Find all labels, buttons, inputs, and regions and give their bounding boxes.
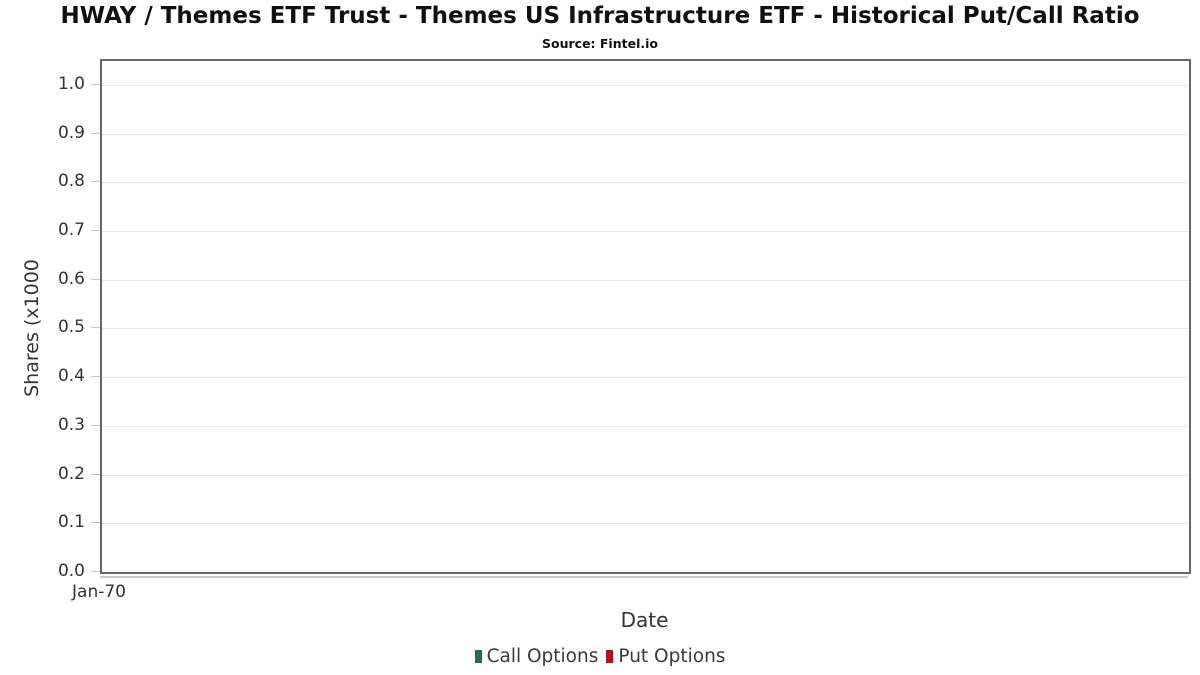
x-axis-label: Date <box>620 608 669 632</box>
y-tick-label-0.0: 0.0 <box>57 561 85 581</box>
gridline-0.3 <box>102 425 1189 427</box>
y-tick-label-0.3: 0.3 <box>57 415 85 435</box>
y-tick-label-1.0: 1.0 <box>57 74 85 94</box>
gridline-0.7 <box>102 230 1189 232</box>
y-tick-label-0.6: 0.6 <box>57 269 85 289</box>
legend-item-call-options: Call Options <box>474 646 599 667</box>
legend-swatch-icon <box>474 650 482 663</box>
y-tick-mark-0.1 <box>91 522 100 523</box>
gridline-0.8 <box>102 182 1189 184</box>
legend-label: Put Options <box>618 646 726 667</box>
legend-label: Call Options <box>486 646 599 667</box>
y-tick-mark-0.5 <box>91 327 100 328</box>
legend: Call Options Put Options <box>0 646 1200 667</box>
gridline-0.9 <box>102 133 1189 135</box>
y-tick-label-0.8: 0.8 <box>57 171 85 191</box>
chart-title: HWAY / Themes ETF Trust - Themes US Infr… <box>60 3 1140 29</box>
gridline-0.1 <box>102 523 1189 525</box>
y-tick-label-0.7: 0.7 <box>57 220 85 240</box>
y-tick-mark-0.3 <box>91 425 100 426</box>
y-tick-mark-0.9 <box>91 133 100 134</box>
chart-subtitle: Source: Fintel.io <box>542 36 658 51</box>
gridline-0.5 <box>102 328 1189 330</box>
y-tick-mark-0.8 <box>91 181 100 182</box>
y-tick-mark-0.0 <box>91 571 100 572</box>
x-axis-line <box>100 576 1188 578</box>
legend-item-put-options: Put Options <box>606 646 725 667</box>
gridline-0.2 <box>102 474 1189 476</box>
legend-swatch-icon <box>606 650 614 663</box>
gridline-0.4 <box>102 377 1189 379</box>
y-tick-mark-0.4 <box>91 376 100 377</box>
y-tick-label-0.4: 0.4 <box>57 366 85 386</box>
plot-area <box>100 59 1191 574</box>
y-tick-label-0.2: 0.2 <box>57 464 85 484</box>
gridline-0.6 <box>102 279 1189 281</box>
y-tick-mark-0.7 <box>91 230 100 231</box>
y-tick-label-0.5: 0.5 <box>57 317 85 337</box>
y-tick-label-0.1: 0.1 <box>57 512 85 532</box>
y-tick-mark-0.6 <box>91 279 100 280</box>
gridline-1.0 <box>102 84 1189 86</box>
y-tick-mark-0.2 <box>91 474 100 475</box>
x-tick-label: Jan-70 <box>72 582 126 602</box>
y-tick-mark-1.0 <box>91 84 100 85</box>
y-tick-label-0.9: 0.9 <box>57 123 85 143</box>
